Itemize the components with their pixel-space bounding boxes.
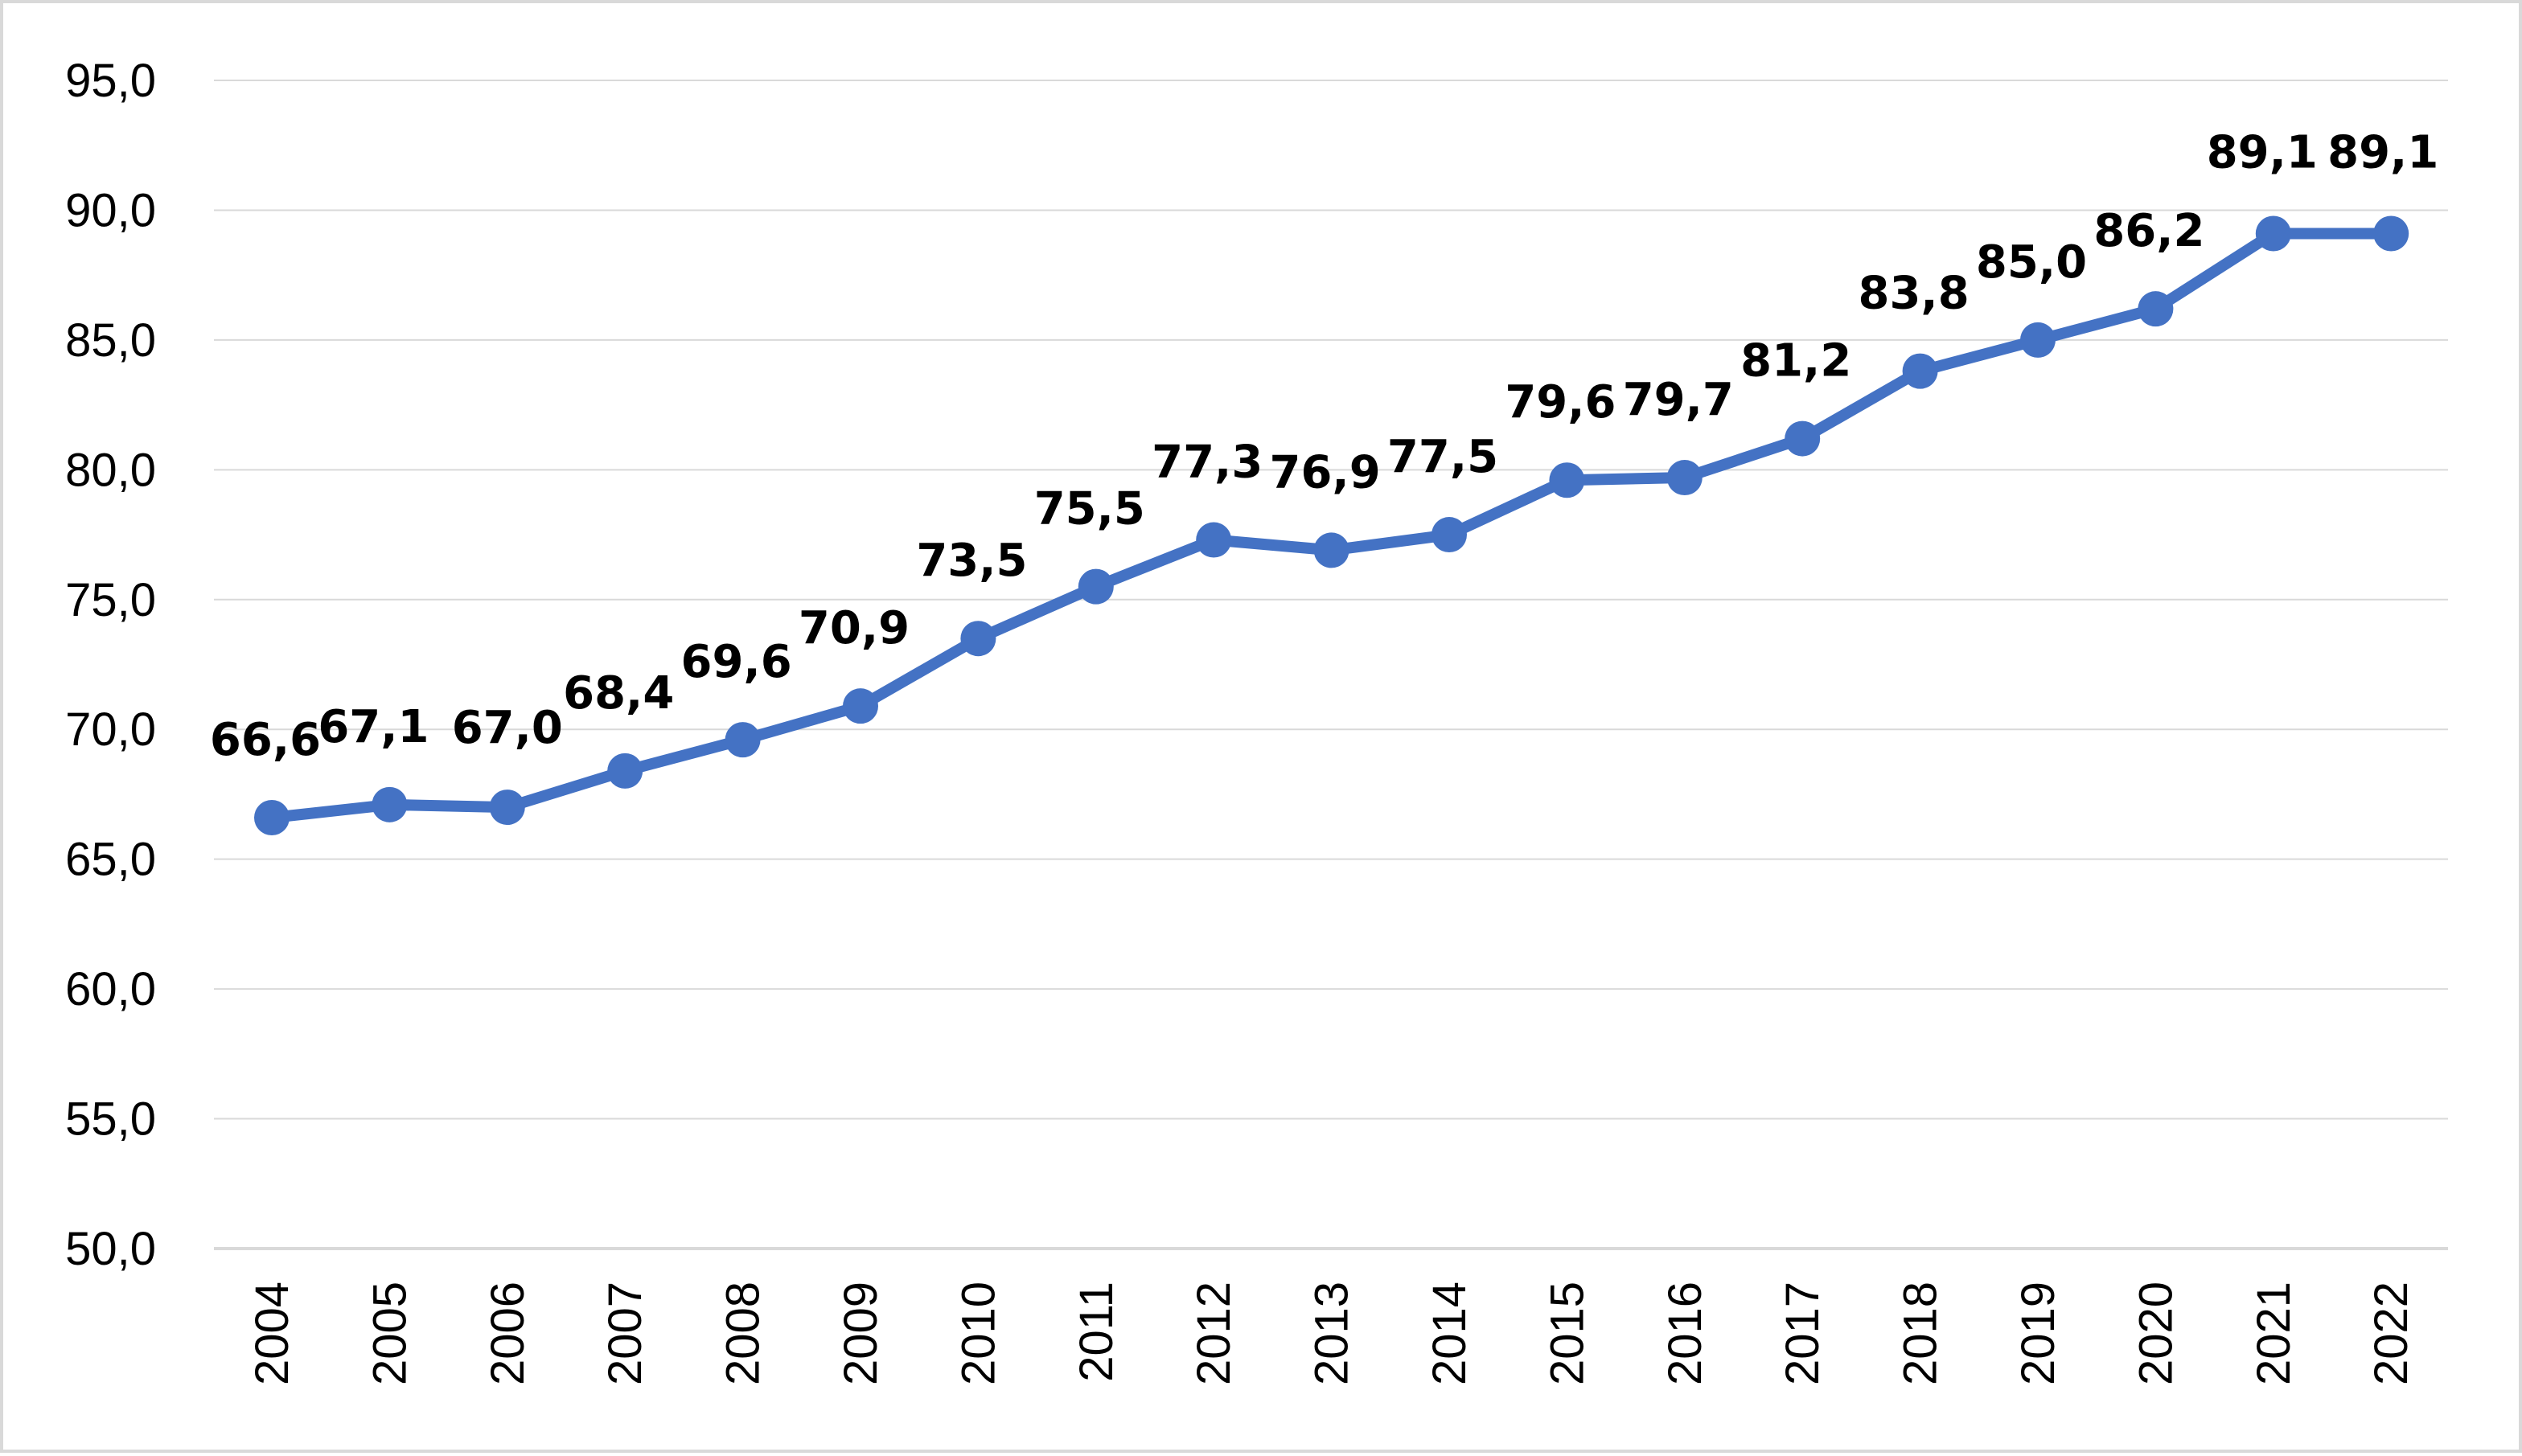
data-label: 67,1 (318, 701, 429, 753)
x-tick-label: 2004 (246, 1282, 298, 1385)
data-label: 89,1 (2327, 127, 2438, 179)
data-label: 76,9 (1270, 446, 1381, 498)
y-tick-label: 85,0 (65, 314, 156, 367)
x-tick-label: 2019 (2012, 1282, 2064, 1385)
y-tick-label: 50,0 (65, 1223, 156, 1275)
y-axis: 50,0 55,0 60,0 65,0 70,0 75,0 80,0 85,0 90,0 95,0 (65, 55, 156, 1275)
data-point (2373, 215, 2409, 252)
data-point (960, 621, 996, 657)
x-tick-label: 2007 (599, 1282, 651, 1385)
data-point (1666, 460, 1703, 496)
data-label: 70,9 (799, 602, 910, 654)
x-tick-label: 2009 (835, 1282, 887, 1385)
series-markers (254, 215, 2409, 836)
data-point (1549, 462, 1585, 498)
data-label: 68,4 (563, 667, 674, 720)
y-tick-label: 60,0 (65, 963, 156, 1015)
data-point (254, 800, 290, 836)
y-tick-label: 95,0 (65, 55, 156, 107)
data-label: 83,8 (1859, 268, 1970, 320)
data-point (2138, 291, 2174, 327)
data-point (1785, 420, 1821, 457)
data-point (372, 786, 408, 822)
data-label: 89,1 (2207, 127, 2318, 179)
x-tick-label: 2018 (1895, 1282, 1947, 1385)
data-point (489, 790, 525, 826)
data-point (2020, 322, 2056, 358)
x-tick-label: 2012 (1188, 1282, 1240, 1385)
y-tick-label: 65,0 (65, 834, 156, 886)
data-point (843, 688, 878, 724)
x-tick-label: 2015 (1541, 1282, 1593, 1385)
x-axis: 2004 2005 2006 2007 2008 2009 2010 2011 2012 2013… (214, 1247, 2448, 1385)
data-label: 73,5 (916, 535, 1027, 587)
data-point (1196, 522, 1232, 558)
data-label: 77,5 (1387, 431, 1498, 483)
data-label: 69,6 (681, 636, 792, 688)
y-tick-label: 80,0 (65, 444, 156, 496)
data-label: 79,6 (1505, 376, 1616, 429)
data-label: 75,5 (1034, 483, 1145, 535)
y-tick-label: 70,0 (65, 703, 156, 756)
x-tick-label: 2005 (364, 1282, 416, 1385)
x-tick-label: 2011 (1070, 1282, 1123, 1382)
data-point (1078, 568, 1114, 605)
data-point (725, 722, 761, 758)
y-tick-label: 90,0 (65, 184, 156, 236)
data-label: 66,6 (210, 714, 321, 766)
data-label: 86,2 (2093, 205, 2204, 257)
data-point (1431, 517, 1467, 553)
x-tick-label: 2013 (1306, 1282, 1358, 1385)
x-tick-label: 2016 (1659, 1282, 1711, 1385)
line-chart: 50,0 55,0 60,0 65,0 70,0 75,0 80,0 85,0 90,0 95,0… (65, 55, 2448, 1385)
x-tick-label: 2017 (1776, 1282, 1829, 1385)
x-tick-label: 2022 (2365, 1282, 2417, 1385)
data-point (607, 753, 643, 789)
data-label: 79,7 (1623, 374, 1734, 426)
x-tick-label: 2021 (2248, 1282, 2300, 1385)
y-tick-label: 75,0 (65, 574, 156, 626)
data-point (1313, 532, 1349, 568)
x-tick-label: 2008 (717, 1282, 770, 1385)
data-label: 67,0 (452, 702, 563, 754)
data-label: 81,2 (1740, 335, 1851, 388)
gridlines (214, 80, 2448, 1120)
data-label: 77,3 (1152, 437, 1263, 489)
data-labels: 66,667,1 67,068,469,670,973,575,577,3 76,9… (210, 127, 2438, 767)
y-tick-label: 55,0 (65, 1093, 156, 1146)
x-tick-label: 2014 (1423, 1282, 1476, 1385)
data-point (1902, 353, 1938, 389)
x-tick-label: 2006 (482, 1282, 534, 1385)
data-label: 85,0 (1976, 236, 2087, 289)
x-tick-label: 2010 (952, 1282, 1004, 1385)
data-point (2255, 215, 2291, 252)
x-tick-label: 2020 (2130, 1282, 2182, 1385)
